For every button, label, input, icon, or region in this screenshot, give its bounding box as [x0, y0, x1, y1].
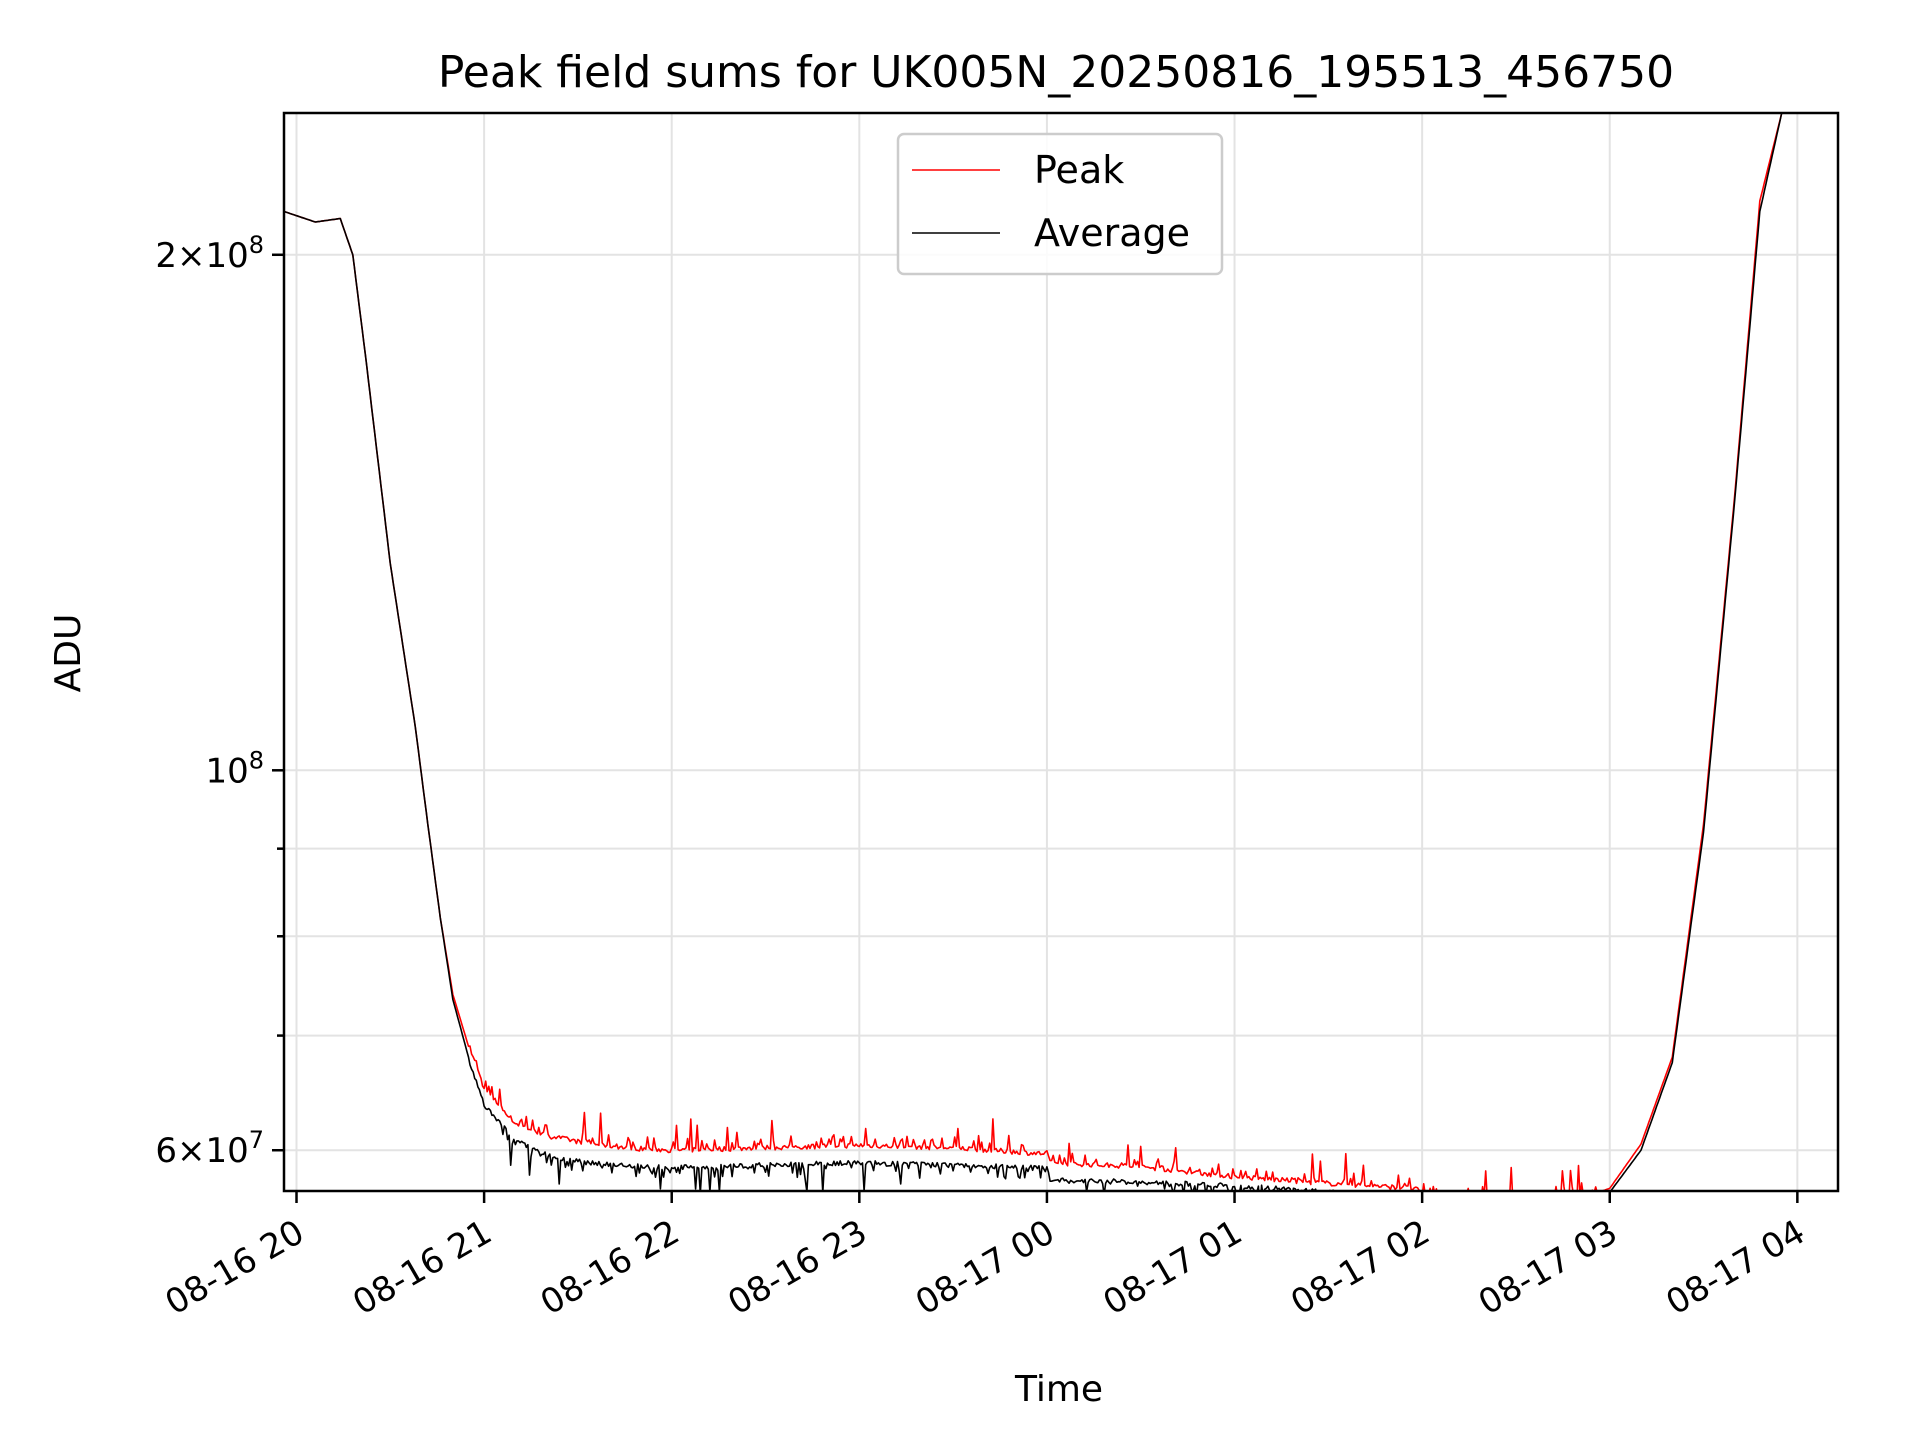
chart-title: Peak field sums for UK005N_20250816_1955… — [438, 47, 1674, 98]
y-tick-label: 6×107 — [155, 1126, 264, 1171]
y-tick-label: 2×108 — [155, 231, 264, 276]
legend-box — [896, 132, 1224, 276]
legend-label-peak: Peak — [1034, 148, 1124, 192]
x-axis-label: Time — [1014, 1369, 1103, 1410]
y-axis-label: ADU — [48, 614, 89, 693]
plot-frame — [282, 111, 1840, 1193]
series-group — [284, 113, 1783, 1191]
y-axis-ticks: 6×107 108 2×108 — [155, 231, 284, 1171]
grid-lines — [284, 113, 1838, 1191]
y-tick-label: 108 — [205, 746, 264, 791]
series-line-average — [284, 113, 1783, 1191]
legend: Peak Average — [896, 132, 1224, 276]
series-line-peak — [284, 113, 1783, 1191]
legend-label-average: Average — [1034, 211, 1190, 255]
